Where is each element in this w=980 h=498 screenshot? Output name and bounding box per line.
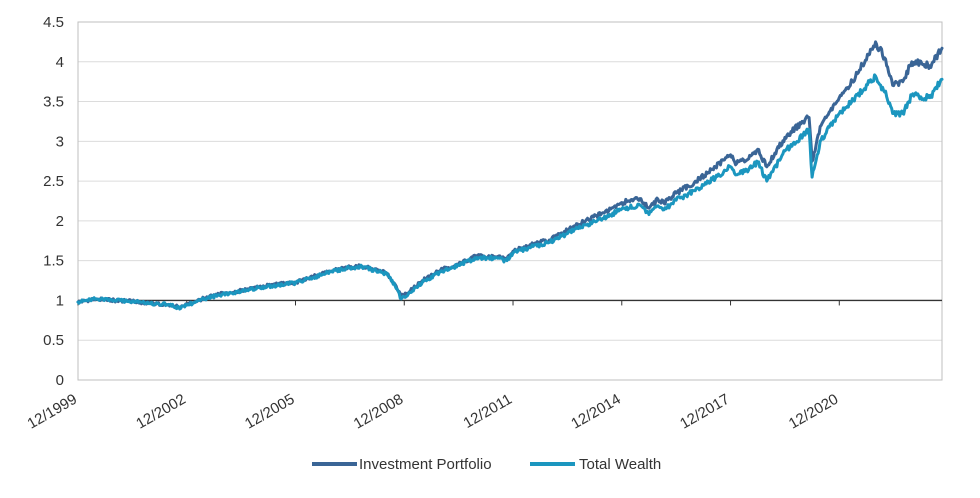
y-tick-label: 1 (56, 292, 64, 309)
legend-label-total-wealth: Total Wealth (579, 456, 661, 473)
y-tick-label: 4.5 (43, 14, 64, 31)
gridlines (77, 21, 943, 381)
x-tick-label: 12/2014 (568, 391, 623, 433)
x-tick-label: 12/2020 (786, 391, 841, 433)
x-tick-label: 12/2005 (242, 391, 297, 433)
x-tick-label: 12/2008 (351, 391, 406, 433)
y-tick-label: 3.5 (43, 94, 64, 111)
y-tick-label: 4 (56, 54, 64, 71)
series-line-total-wealth (76, 73, 944, 311)
x-tick-label: 12/2011 (461, 391, 515, 432)
legend: Investment Portfolio Total Wealth (312, 456, 661, 473)
x-axis: 12/1999 12/2002 12/2005 12/2008 12/2011 12/20… (25, 299, 942, 433)
legend-label-investment-portfolio: Investment Portfolio (359, 456, 492, 473)
x-tick-label: 12/1999 (25, 391, 80, 433)
x-tick-label: 12/2002 (133, 391, 188, 433)
y-tick-label: 3 (56, 133, 64, 150)
y-axis: 0 0.5 1 1.5 2 2.5 3 3.5 4 4.5 (43, 14, 64, 389)
y-tick-label: 0.5 (43, 332, 64, 349)
series-lines (76, 40, 944, 311)
y-tick-label: 2 (56, 213, 64, 230)
y-tick-label: 1.5 (43, 253, 64, 270)
x-tick-label: 12/2017 (677, 391, 732, 433)
y-tick-label: 0 (56, 372, 64, 389)
y-tick-label: 2.5 (43, 173, 64, 190)
plot-frame (77, 21, 943, 381)
